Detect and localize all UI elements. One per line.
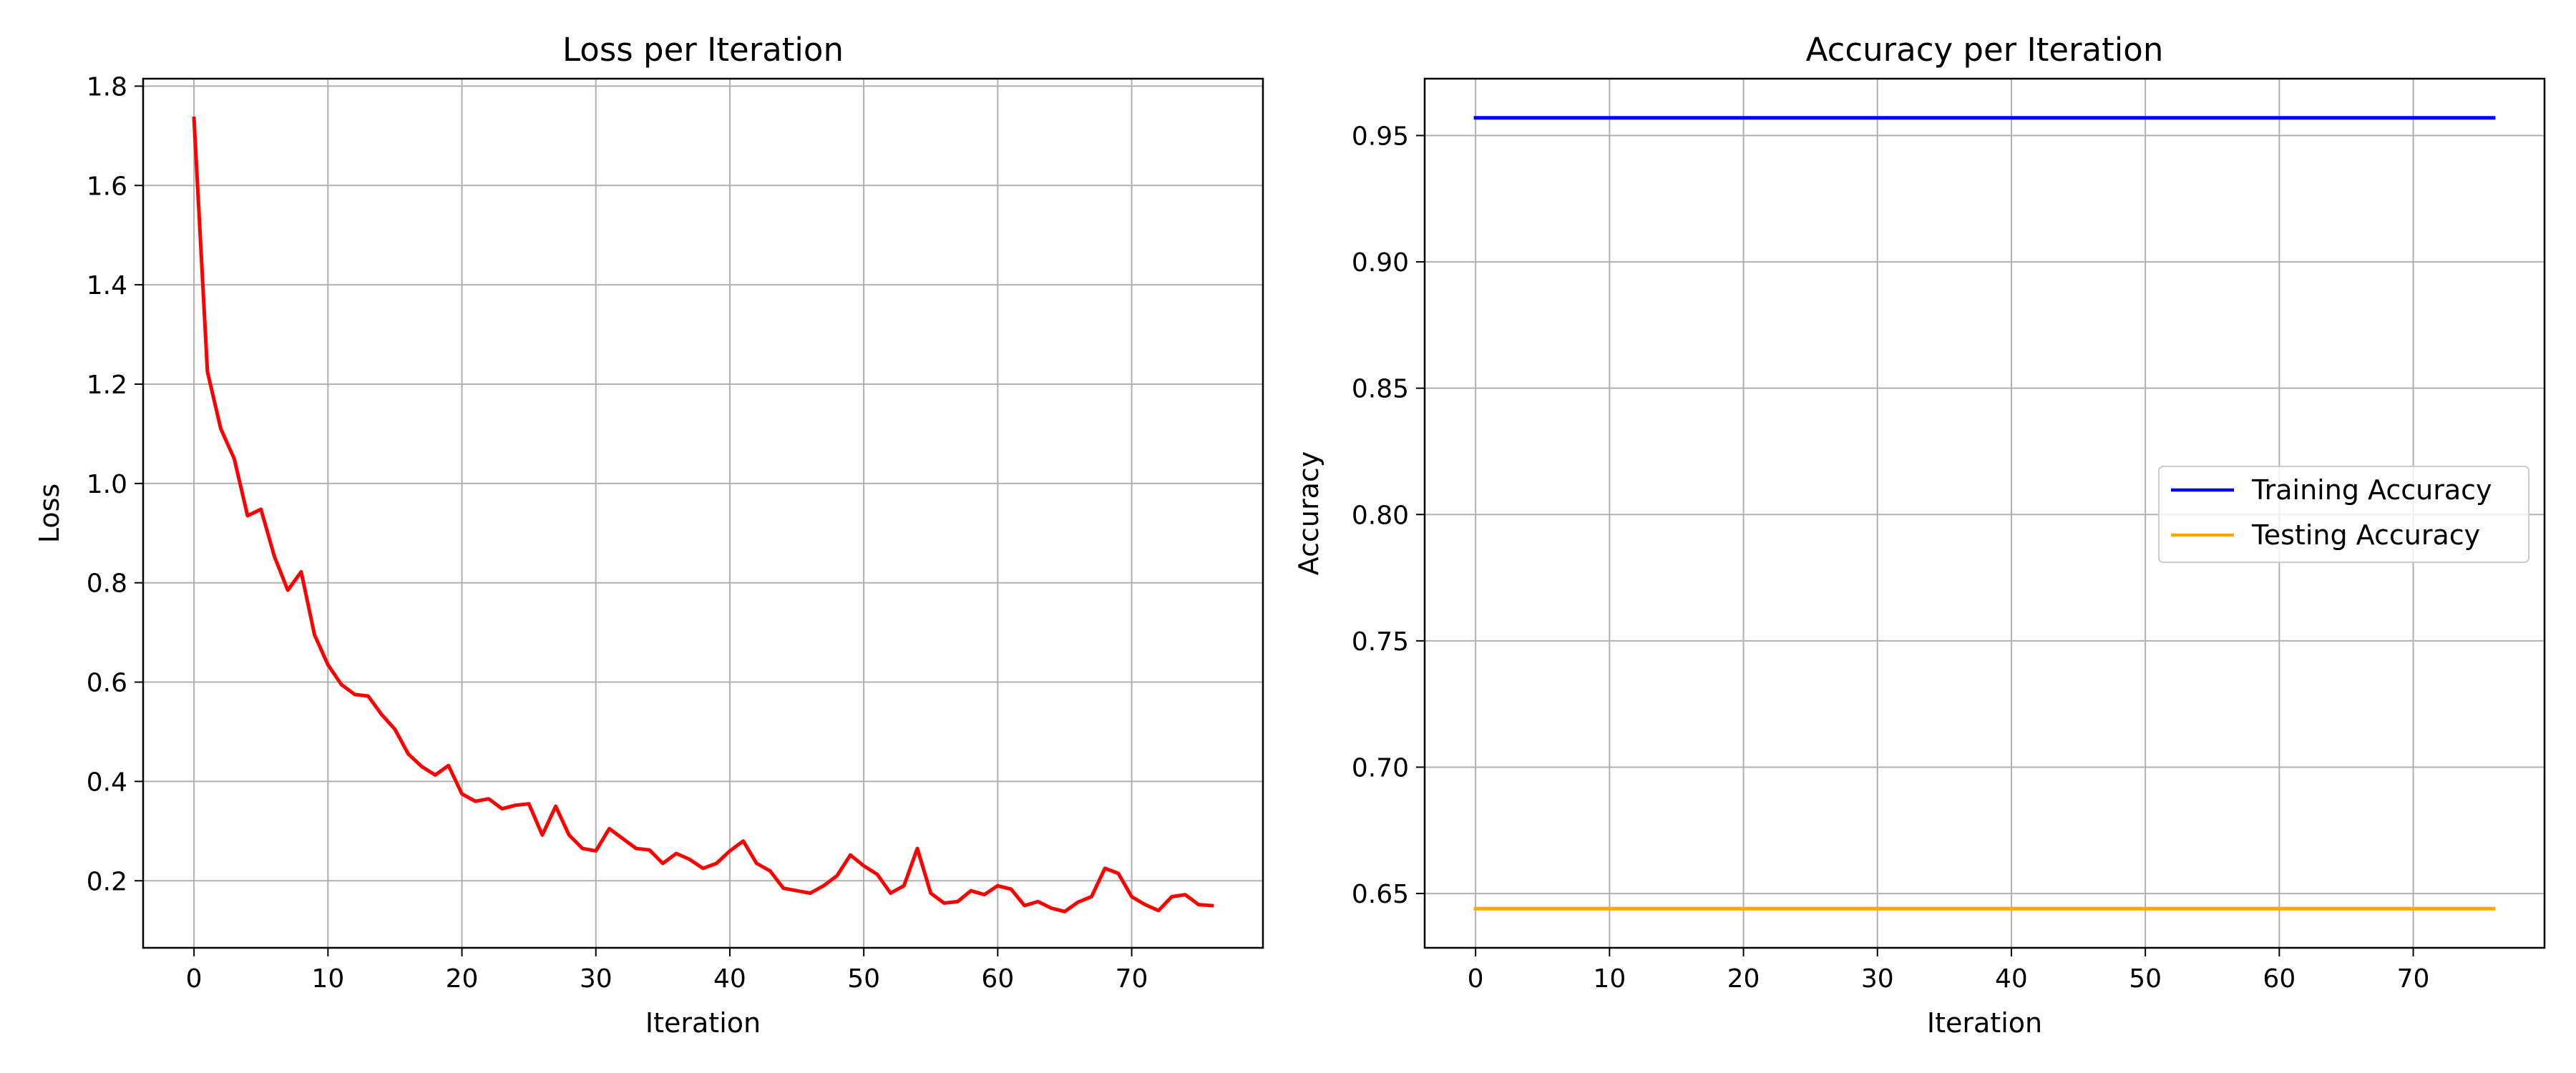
accuracy-chart-plot-frame: [1423, 77, 2546, 949]
accuracy-chart-y-ticks: 0.65 0.70 0.75 0.80 0.85 0.90 0.95: [1352, 122, 1425, 909]
accuracy-chart-y-tick-label: 0.80: [1352, 501, 1409, 530]
accuracy-chart-y-tick-label: 0.65: [1352, 880, 1409, 909]
loss-chart-x-tick-label: 30: [580, 964, 613, 994]
accuracy-chart-x-tick-label: 0: [1468, 964, 1484, 994]
accuracy-chart-y-axis-label: Accuracy: [1293, 451, 1324, 576]
loss-chart-x-tick-label: 40: [713, 964, 746, 994]
loss-chart-plot-frame: [142, 77, 1264, 949]
legend-label-testing-accuracy: Testing Accuracy: [2251, 519, 2480, 551]
loss-chart-x-ticks: 0 10 20 30 40 50 60 70: [186, 948, 1148, 994]
loss-chart-x-axis-label: Iteration: [645, 1007, 761, 1039]
loss-chart-y-ticks: 0.2 0.4 0.6 0.8 1.0 1.2 1.4 1.6 1.8: [87, 72, 143, 896]
legend-label-training-accuracy: Training Accuracy: [2251, 474, 2492, 506]
accuracy-chart-legend: Training Accuracy Testing Accuracy: [2158, 466, 2529, 563]
accuracy-chart-y-tick-label: 0.95: [1352, 122, 1409, 151]
accuracy-chart-y-tick-label: 0.75: [1352, 627, 1409, 657]
accuracy-chart-x-tick-label: 70: [2397, 964, 2430, 994]
loss-chart-x-tick-label: 20: [446, 964, 479, 994]
accuracy-chart-x-tick-label: 30: [1861, 964, 1894, 994]
accuracy-chart-x-tick-label: 40: [1995, 964, 2028, 994]
loss-chart-y-tick-label: 0.6: [87, 669, 127, 698]
accuracy-chart-series: [1473, 116, 2496, 911]
accuracy-chart-title: Accuracy per Iteration: [1806, 31, 2164, 69]
accuracy-chart-x-tick-label: 20: [1727, 964, 1760, 994]
loss-chart-line-series-0: [192, 116, 1214, 913]
loss-chart-y-tick-label: 0.4: [87, 768, 127, 797]
loss-chart-series: [192, 116, 1214, 913]
loss-chart-y-tick-label: 1.8: [87, 72, 127, 102]
accuracy-chart-x-ticks: 0 10 20 30 40 50 60 70: [1468, 948, 2430, 994]
accuracy-chart-y-tick-label: 0.85: [1352, 375, 1409, 404]
loss-chart-x-tick-label: 50: [847, 964, 880, 994]
loss-chart-y-tick-label: 1.0: [87, 470, 127, 499]
accuracy-chart-panel: 0 10 20 30 40 50 60 70 0.65 0.70 0.75 0.80 0.85 0.90…: [1293, 31, 2546, 1039]
legend-box: [2158, 466, 2529, 563]
accuracy-chart-x-tick-label: 50: [2129, 964, 2162, 994]
loss-chart-panel: 0 10 20 30 40 50 60 70 0.2 0.4 0.6 0.8 1.0 1.2 1.4 1.6…: [34, 31, 1264, 1039]
accuracy-chart-x-tick-label: 10: [1593, 964, 1626, 994]
loss-chart-y-tick-label: 0.2: [87, 867, 127, 896]
accuracy-chart-y-tick-label: 0.70: [1352, 753, 1409, 783]
loss-chart-y-tick-label: 1.6: [87, 172, 127, 201]
loss-chart-grid: [143, 79, 1263, 948]
loss-chart-y-tick-label: 0.8: [87, 569, 127, 599]
accuracy-chart-x-tick-label: 60: [2263, 964, 2296, 994]
loss-chart-title: Loss per Iteration: [562, 31, 844, 69]
loss-chart-x-tick-label: 60: [981, 964, 1014, 994]
loss-chart-y-tick-label: 1.2: [87, 371, 127, 400]
accuracy-chart-x-axis-label: Iteration: [1927, 1007, 2042, 1039]
loss-chart-x-tick-label: 70: [1116, 964, 1148, 994]
loss-chart-x-tick-label: 10: [311, 964, 344, 994]
loss-chart-y-tick-label: 1.4: [87, 271, 127, 300]
loss-chart-y-axis-label: Loss: [34, 484, 65, 543]
accuracy-chart-y-tick-label: 0.90: [1352, 248, 1409, 278]
loss-chart-x-tick-label: 0: [186, 964, 203, 994]
